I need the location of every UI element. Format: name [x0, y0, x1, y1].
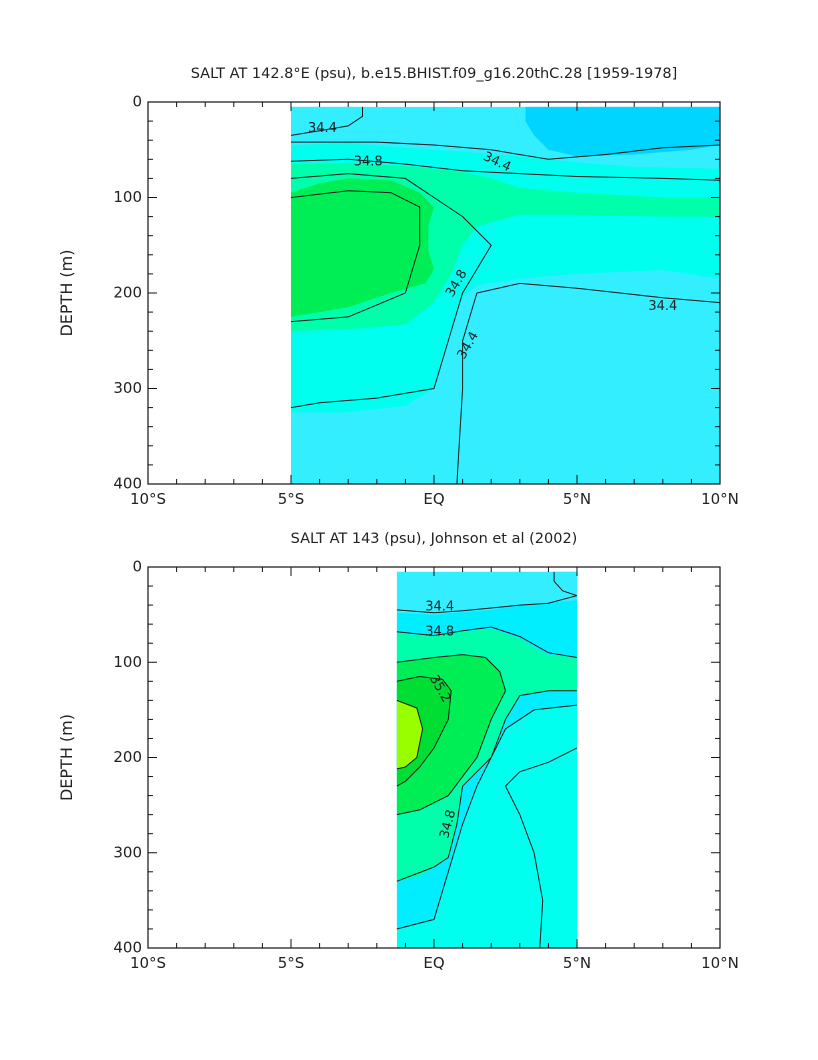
y-tick-label: 100: [113, 188, 142, 206]
x-tick-label: 5°N: [563, 954, 591, 972]
contour-line: [396, 626, 577, 658]
contour-line: [504, 747, 577, 948]
y-tick-label: 400: [113, 475, 142, 493]
contour-label: 34.4: [308, 121, 337, 136]
chart-title: SALT AT 142.8°E (psu), b.e15.BHIST.f09_g…: [191, 66, 678, 82]
x-tick-label: 5°N: [563, 490, 591, 508]
y-tick-label: 400: [113, 939, 142, 957]
panel-observed-salinity: 34.434.835.234.810°S 5°S EQ 5°N 10°N01002003…: [57, 531, 739, 972]
contour-label: 34.4: [648, 299, 677, 314]
salinity-region: [291, 106, 366, 131]
x-tick-label: 10°N: [701, 954, 739, 972]
x-tick-label: 10°S: [130, 490, 166, 508]
salinity-region: [525, 106, 720, 157]
y-tick-label: 100: [113, 653, 142, 671]
contour-line: [396, 699, 424, 770]
x-tick-label: EQ: [423, 954, 444, 972]
contour-line: [291, 106, 363, 136]
contour-line: [396, 704, 577, 930]
contour-line: [396, 595, 577, 614]
x-tick-label: 5°S: [278, 490, 305, 508]
contour-line: [396, 690, 577, 882]
contour-line: [456, 282, 720, 485]
y-tick-label: 200: [113, 284, 142, 302]
contour-line: [291, 173, 492, 409]
contour-line: [553, 571, 577, 597]
x-tick-label: 10°S: [130, 954, 166, 972]
contour-line: [291, 158, 720, 181]
chart-title: SALT AT 143 (psu), Johnson et al (2002): [291, 531, 578, 547]
y-tick-label: 0: [132, 93, 142, 111]
contour-line: [291, 190, 421, 323]
x-tick-label: 5°S: [278, 954, 305, 972]
contour-label: 34.4: [425, 600, 454, 615]
y-tick-label: 300: [113, 843, 142, 861]
contour-label: 34.8: [354, 155, 383, 170]
y-tick-label: 200: [113, 748, 142, 766]
salinity-field: 34.434.8 34.434.834.434.4: [291, 106, 720, 485]
salinity-region: [396, 700, 423, 769]
contour-line: [396, 675, 452, 787]
panel-model-salinity: 34.434.8 34.434.834.434.410°S 5°S EQ 5°N 10°N…: [57, 66, 739, 508]
contour-line: [291, 141, 720, 160]
y-tick-label: 0: [132, 558, 142, 576]
contour-label: 34.8: [437, 808, 459, 840]
y-axis-label: DEPTH (m): [57, 249, 76, 336]
salinity-region: [291, 178, 434, 317]
y-tick-label: 300: [113, 379, 142, 397]
contour-label: 34.8: [425, 624, 454, 639]
x-tick-label: 10°N: [701, 490, 739, 508]
y-axis-label: DEPTH (m): [57, 714, 76, 801]
contour-line: [396, 654, 507, 816]
x-tick-label: EQ: [423, 490, 444, 508]
salinity-field: 34.434.835.234.8: [396, 571, 577, 948]
